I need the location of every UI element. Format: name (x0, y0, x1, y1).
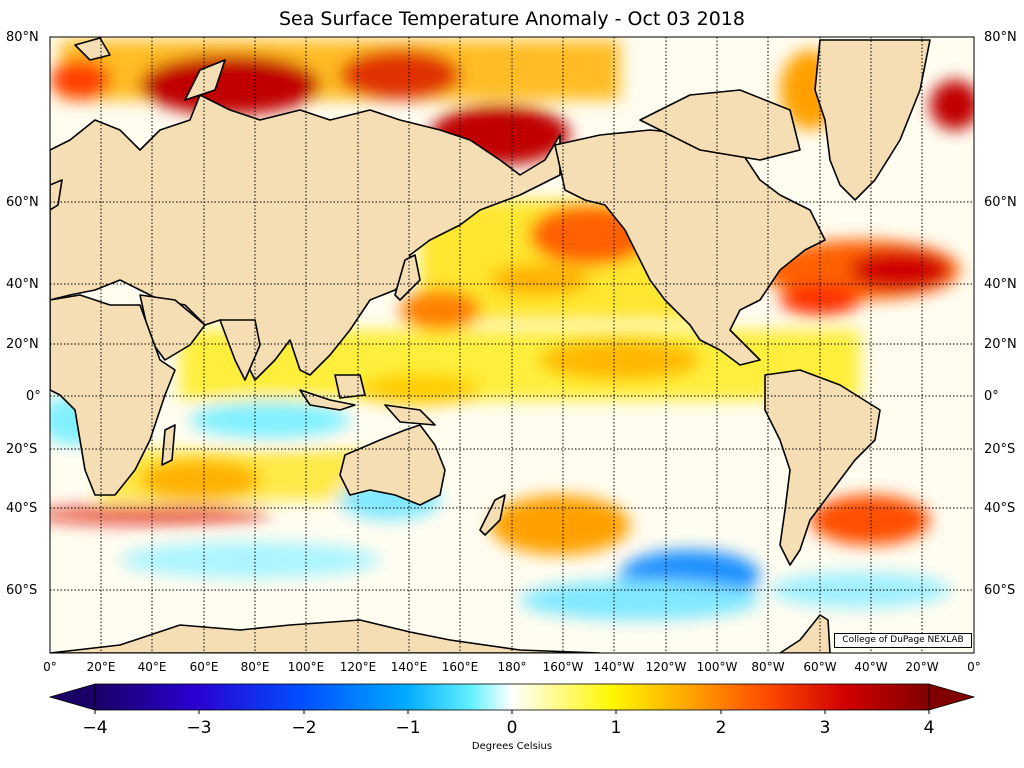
south-america-land (764, 369, 881, 566)
lon-label: 0° (967, 660, 981, 674)
madagascar-land (161, 424, 176, 466)
colorbar-tick-label: 2 (715, 718, 727, 738)
map-title: Sea Surface Temperature Anomaly - Oct 03… (279, 8, 745, 30)
lon-label: 20°E (86, 660, 116, 674)
lat-label-20s-left: 20°S (6, 442, 38, 457)
lon-label: 60°W (803, 660, 837, 674)
north-america-land (554, 129, 826, 366)
colorbar-low-extend (48, 683, 96, 711)
new-guinea-land (384, 404, 436, 426)
lon-label: 100°E (287, 660, 325, 674)
lon-label: 80°W (751, 660, 785, 674)
colorbar-label: Degrees Celsius (471, 741, 553, 752)
lon-label: 160°W (542, 660, 584, 674)
lon-label: 20°W (905, 660, 939, 674)
lon-label: 180° (497, 660, 527, 674)
lat-label-0-right: 0° (984, 389, 999, 404)
antarctic-peninsula-land (779, 614, 831, 653)
lat-label-40n-right: 40°N (984, 277, 1017, 292)
lon-label: 160°E (441, 660, 479, 674)
lon-label: 100°W (696, 660, 738, 674)
lon-label: 40°W (854, 660, 888, 674)
credit-label: College of DuPage NEXLAB (834, 633, 972, 648)
colorbar-tick-label: −2 (291, 718, 317, 738)
colorbar-tick-label: −3 (186, 718, 212, 738)
lat-label-40s-left: 40°S (6, 501, 38, 516)
colorbar-gradient (94, 683, 930, 711)
lon-label: 120°E (339, 660, 377, 674)
lon-label: 40°E (137, 660, 167, 674)
colorbar-tick-label: 1 (610, 718, 622, 738)
africa-land (50, 294, 176, 496)
colorbar-tick-label: 4 (923, 718, 935, 738)
lat-label-0-left: 0° (26, 389, 41, 404)
land-masses (50, 37, 931, 653)
lat-label-20n-right: 20°N (984, 337, 1017, 352)
colorbar-tick-label: −1 (395, 718, 421, 738)
india-land (219, 319, 261, 381)
lat-label-20s-right: 20°S (984, 442, 1016, 457)
antarctica-land (50, 619, 601, 653)
graticule (50, 37, 974, 653)
lat-label-40s-right: 40°S (984, 501, 1016, 516)
lat-label-80n-left: 80°N (6, 30, 39, 45)
colorbar-high-extend (928, 683, 976, 711)
lat-label-20n-left: 20°N (6, 337, 39, 352)
colorbar-tick-label: 0 (506, 718, 518, 738)
lat-label-60n-right: 60°N (984, 195, 1017, 210)
greenland-land (814, 39, 931, 201)
borneo-land (334, 374, 366, 399)
lon-label: 140°E (390, 660, 428, 674)
lat-label-40n-left: 40°N (6, 277, 39, 292)
colorbar (48, 683, 976, 714)
colorbar-tick-label: −4 (82, 718, 108, 738)
lon-label: 140°W (593, 660, 635, 674)
canadian-arctic-land (639, 89, 801, 161)
lon-label: 60°E (189, 660, 219, 674)
colorbar-tick-label: 3 (819, 718, 831, 738)
uk-land (50, 179, 63, 211)
japan-land (394, 254, 421, 301)
lat-label-80n-right: 80°N (984, 30, 1017, 45)
lon-label: 80°E (240, 660, 270, 674)
lat-label-60s-left: 60°S (6, 583, 38, 598)
lon-label: 120°W (645, 660, 687, 674)
novaya-zemlya-land (184, 59, 226, 101)
australia-land (339, 424, 446, 506)
new-zealand-land (479, 494, 506, 536)
lat-label-60s-right: 60°S (984, 583, 1016, 598)
lat-label-60n-left: 60°N (6, 195, 39, 210)
indonesia-land (299, 389, 356, 411)
lon-label: 0° (43, 660, 57, 674)
